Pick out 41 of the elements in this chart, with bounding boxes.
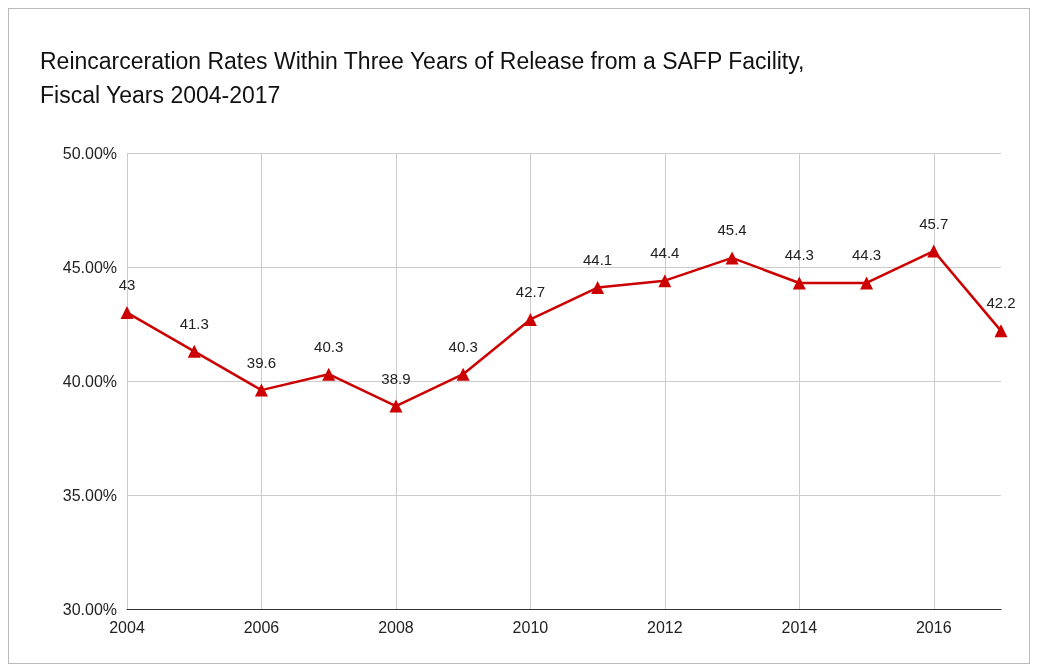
data-label: 42.2 [986, 294, 1016, 312]
x-tick-label: 2008 [378, 618, 414, 636]
point [187, 344, 201, 358]
data-label: 41.3 [179, 314, 209, 332]
point [523, 312, 537, 326]
data-label: 43 [118, 276, 136, 294]
data-label: 44.1 [583, 251, 613, 269]
y-tick-label: 30.00% [62, 600, 117, 618]
point [927, 244, 941, 258]
point [792, 276, 806, 290]
data-label: 40.3 [448, 337, 478, 355]
point [725, 251, 739, 265]
data-label: 44.4 [650, 244, 680, 262]
point [456, 367, 470, 381]
x-tick-label: 2010 [512, 618, 549, 636]
data-label: 38.9 [381, 369, 411, 387]
data-label: 44.3 [784, 246, 814, 264]
point [860, 276, 874, 290]
chart-title: Reincarceration Rates Within Three Years of Release from a SAFP Facility, Fiscal Years 2004-2017 [40, 48, 811, 108]
point [322, 367, 336, 381]
point [254, 383, 268, 397]
y-tick-label: 45.00% [62, 258, 117, 276]
y-tick-label: 40.00% [62, 372, 117, 390]
point [591, 281, 605, 295]
data-label: 39.6 [246, 353, 277, 371]
x-tick-label: 2016 [915, 618, 952, 636]
data-label: 44.3 [851, 246, 882, 264]
point [120, 306, 134, 320]
x-tick-label: 2012 [647, 618, 683, 636]
data-label: 40.3 [314, 337, 344, 355]
y-tick-label: 35.00% [62, 486, 117, 504]
data-label: 42.7 [515, 282, 545, 300]
x-tick-label: 2004 [109, 618, 145, 636]
x-tick-label: 2006 [243, 618, 280, 636]
point [658, 274, 672, 288]
data-label: 45.7 [919, 214, 949, 232]
point [389, 399, 403, 413]
point [994, 324, 1008, 338]
y-tick-label: 50.00% [62, 144, 117, 162]
x-tick-label: 2014 [781, 618, 818, 636]
data-label: 45.4 [717, 221, 747, 239]
